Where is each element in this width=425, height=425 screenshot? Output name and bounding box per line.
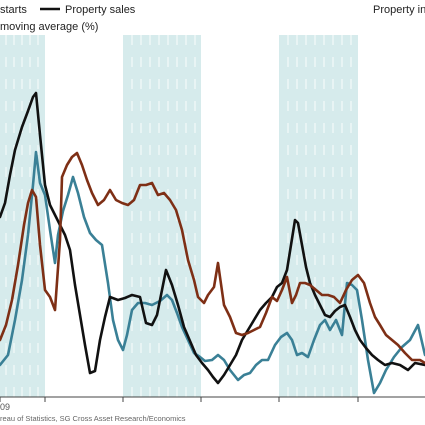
source-note: reau of Statistics, SG Cross Asset Resea… xyxy=(0,414,186,423)
series-line-black xyxy=(0,91,425,385)
legend-label-starts: starts xyxy=(0,4,27,16)
legend-background xyxy=(0,0,425,34)
legend-label-property-sales: Property sales xyxy=(65,4,136,16)
legend-subtitle: moving average (%) xyxy=(0,21,98,33)
x-axis-ticks xyxy=(0,397,359,402)
shaded-band-3 xyxy=(279,35,358,397)
series-line-brown xyxy=(0,151,425,365)
legend-label-property-investment: Property inve xyxy=(373,4,425,16)
x-tick-label: 09 xyxy=(0,402,10,412)
series-lines xyxy=(0,91,425,395)
series-line-teal xyxy=(0,150,425,395)
